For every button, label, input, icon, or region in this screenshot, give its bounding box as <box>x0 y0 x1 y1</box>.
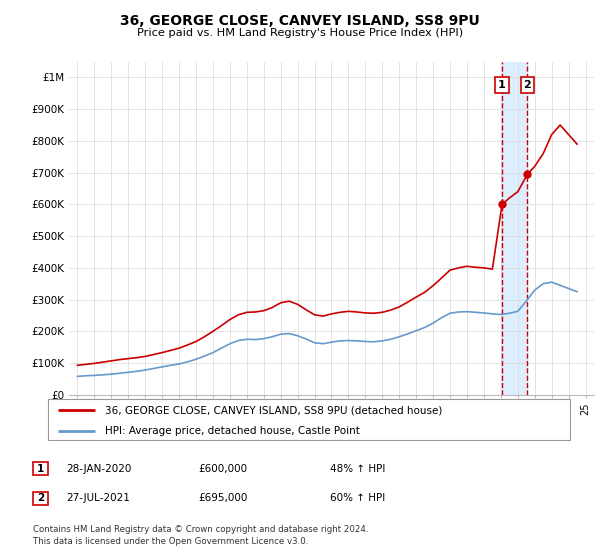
Text: £695,000: £695,000 <box>198 493 247 503</box>
FancyBboxPatch shape <box>48 399 570 440</box>
Text: Contains HM Land Registry data © Crown copyright and database right 2024.
This d: Contains HM Land Registry data © Crown c… <box>33 525 368 546</box>
Text: 27-JUL-2021: 27-JUL-2021 <box>66 493 130 503</box>
Text: HPI: Average price, detached house, Castle Point: HPI: Average price, detached house, Cast… <box>106 426 360 436</box>
Text: 1: 1 <box>498 80 506 90</box>
Text: £600,000: £600,000 <box>198 464 247 474</box>
Text: 60% ↑ HPI: 60% ↑ HPI <box>330 493 385 503</box>
Bar <box>502 62 527 395</box>
Text: 36, GEORGE CLOSE, CANVEY ISLAND, SS8 9PU: 36, GEORGE CLOSE, CANVEY ISLAND, SS8 9PU <box>120 14 480 28</box>
Text: 48% ↑ HPI: 48% ↑ HPI <box>330 464 385 474</box>
Text: 2: 2 <box>37 493 44 503</box>
Text: Price paid vs. HM Land Registry's House Price Index (HPI): Price paid vs. HM Land Registry's House … <box>137 28 463 38</box>
Text: 36, GEORGE CLOSE, CANVEY ISLAND, SS8 9PU (detached house): 36, GEORGE CLOSE, CANVEY ISLAND, SS8 9PU… <box>106 405 443 415</box>
Text: 2: 2 <box>524 80 532 90</box>
Text: 1: 1 <box>37 464 44 474</box>
Text: 28-JAN-2020: 28-JAN-2020 <box>66 464 131 474</box>
